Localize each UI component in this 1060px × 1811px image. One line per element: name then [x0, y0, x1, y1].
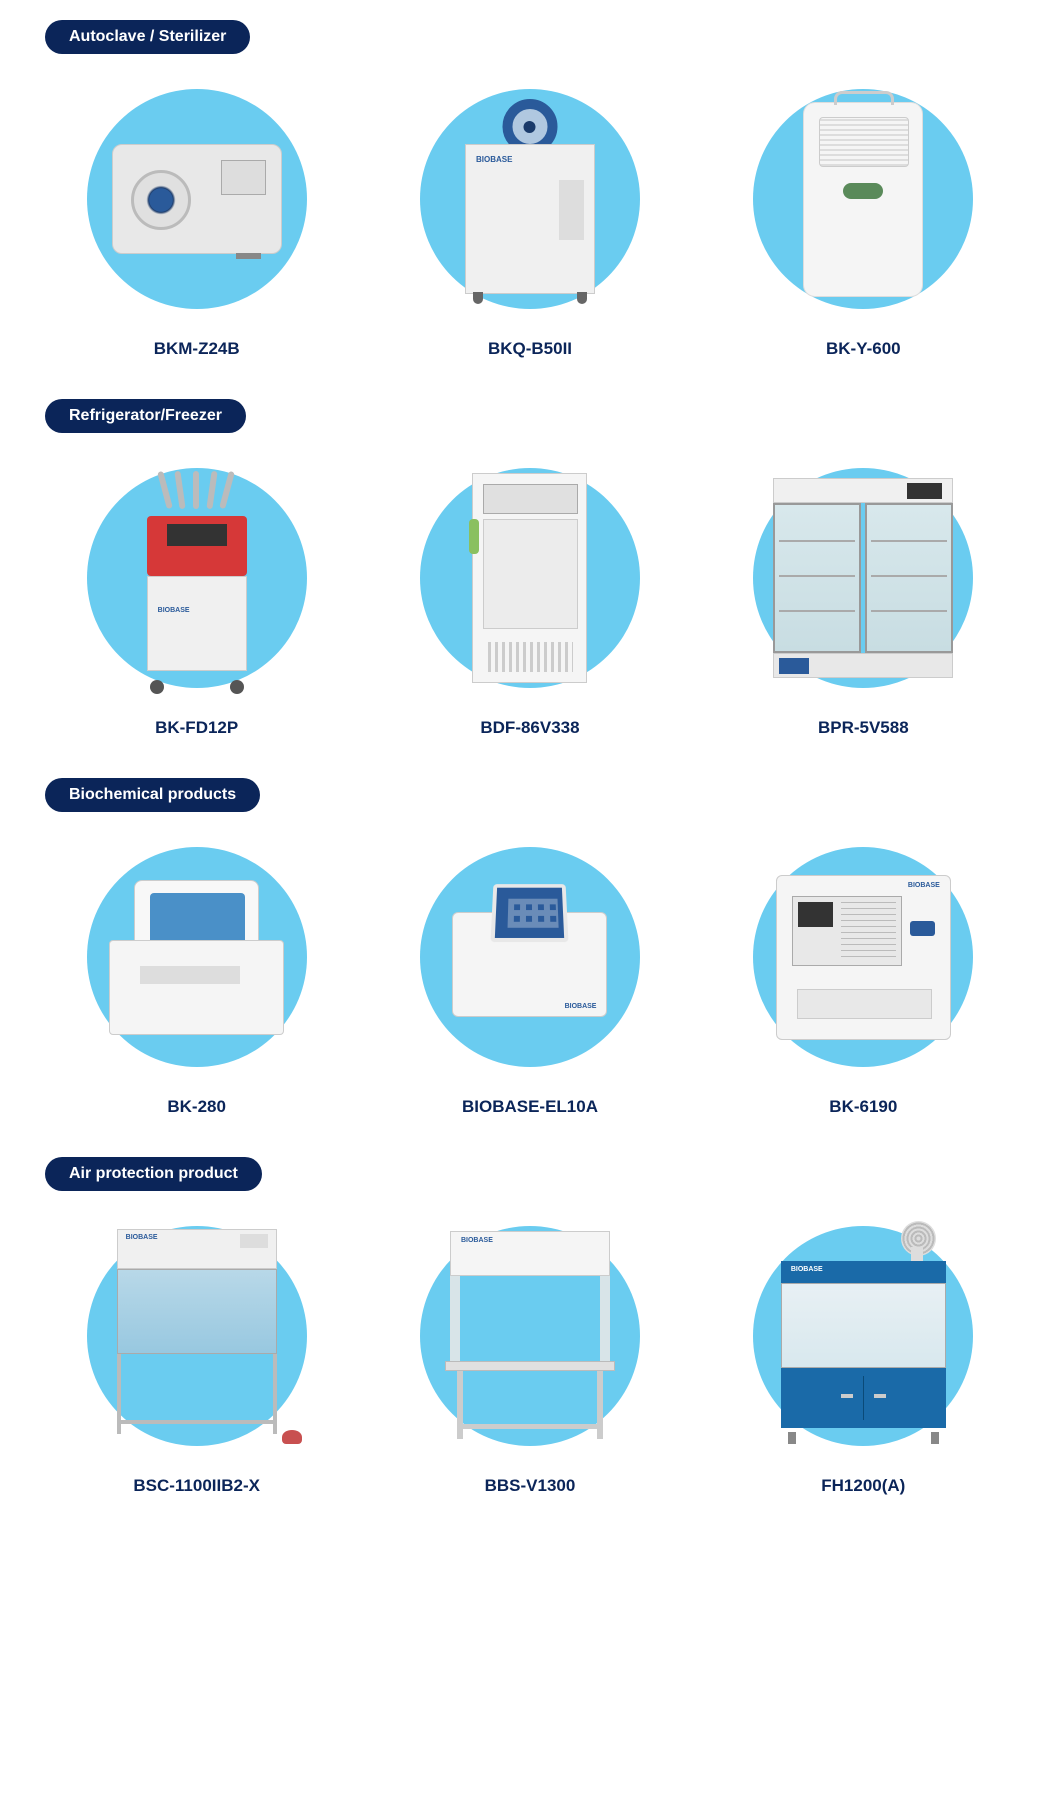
product-image-circle	[87, 89, 307, 309]
category-title: Air protection product	[45, 1157, 262, 1191]
product-bsc-1100iib2-x: BSC-1100IIB2-X	[50, 1226, 343, 1496]
deep-freezer-icon	[472, 473, 587, 683]
pharmacy-refrigerator-icon	[773, 478, 953, 678]
product-label: BKQ-B50II	[488, 339, 572, 359]
product-label: BK-280	[167, 1097, 226, 1117]
product-label: BBS-V1300	[485, 1476, 576, 1496]
product-bdf-86v338: BDF-86V338	[383, 468, 676, 738]
category-air-protection: Air protection product BSC-1100IIB2-X B	[20, 1157, 1040, 1496]
elisa-reader-icon	[452, 897, 607, 1017]
category-title: Refrigerator/Freezer	[45, 399, 246, 433]
product-row: BKM-Z24B BKQ-B50II BK-Y-600	[20, 89, 1040, 359]
product-row: BSC-1100IIB2-X BBS-V1300	[20, 1226, 1040, 1496]
product-image-circle	[420, 847, 640, 1067]
product-image-circle	[420, 89, 640, 309]
product-bk-y-600: BK-Y-600	[717, 89, 1010, 359]
product-image-circle	[87, 468, 307, 688]
product-image-circle	[420, 468, 640, 688]
product-image-circle	[87, 1226, 307, 1446]
catalog-container: Autoclave / Sterilizer BKM-Z24B BKQ-B50	[20, 20, 1040, 1496]
product-label: BK-6190	[829, 1097, 897, 1117]
product-bk-fd12p: BK-FD12P	[50, 468, 343, 738]
autoclave-vertical-icon	[465, 104, 595, 294]
biosafety-cabinet-icon	[107, 1229, 287, 1444]
product-label: BSC-1100IIB2-X	[133, 1476, 260, 1496]
product-image-circle	[87, 847, 307, 1067]
product-label: BDF-86V338	[480, 718, 579, 738]
autoclave-tabletop-icon	[112, 144, 282, 254]
clean-bench-icon	[445, 1231, 615, 1441]
product-label: BK-FD12P	[155, 718, 238, 738]
product-bbs-v1300: BBS-V1300	[383, 1226, 676, 1496]
product-image-circle	[753, 847, 973, 1067]
product-bkm-z24b: BKM-Z24B	[50, 89, 343, 359]
air-sterilizer-icon	[803, 102, 923, 297]
category-title: Biochemical products	[45, 778, 260, 812]
freeze-dryer-icon	[132, 471, 262, 686]
product-bk-6190: BK-6190	[717, 847, 1010, 1117]
category-refrigerator: Refrigerator/Freezer BK-FD12P	[20, 399, 1040, 738]
product-bkq-b50ii: BKQ-B50II	[383, 89, 676, 359]
product-image-circle	[753, 89, 973, 309]
product-row: BK-FD12P BDF-86V338	[20, 468, 1040, 738]
product-biobase-el10a: BIOBASE-EL10A	[383, 847, 676, 1117]
product-image-circle	[753, 468, 973, 688]
chemistry-analyzer-icon	[109, 880, 284, 1035]
category-title: Autoclave / Sterilizer	[45, 20, 250, 54]
product-bpr-5v588: BPR-5V588	[717, 468, 1010, 738]
fume-hood-icon	[776, 1229, 951, 1444]
product-label: BPR-5V588	[818, 718, 909, 738]
product-label: FH1200(A)	[821, 1476, 905, 1496]
product-label: BKM-Z24B	[154, 339, 240, 359]
product-image-circle	[420, 1226, 640, 1446]
product-fh1200a: FH1200(A)	[717, 1226, 1010, 1496]
product-row: BK-280 BIOBASE-EL10A BK-6190	[20, 847, 1040, 1117]
product-label: BIOBASE-EL10A	[462, 1097, 598, 1117]
category-biochemical: Biochemical products BK-280 BIOBASE-EL10…	[20, 778, 1040, 1117]
product-bk-280: BK-280	[50, 847, 343, 1117]
product-label: BK-Y-600	[826, 339, 901, 359]
category-autoclave: Autoclave / Sterilizer BKM-Z24B BKQ-B50	[20, 20, 1040, 359]
product-image-circle	[753, 1226, 973, 1446]
hematology-analyzer-icon	[776, 875, 951, 1040]
